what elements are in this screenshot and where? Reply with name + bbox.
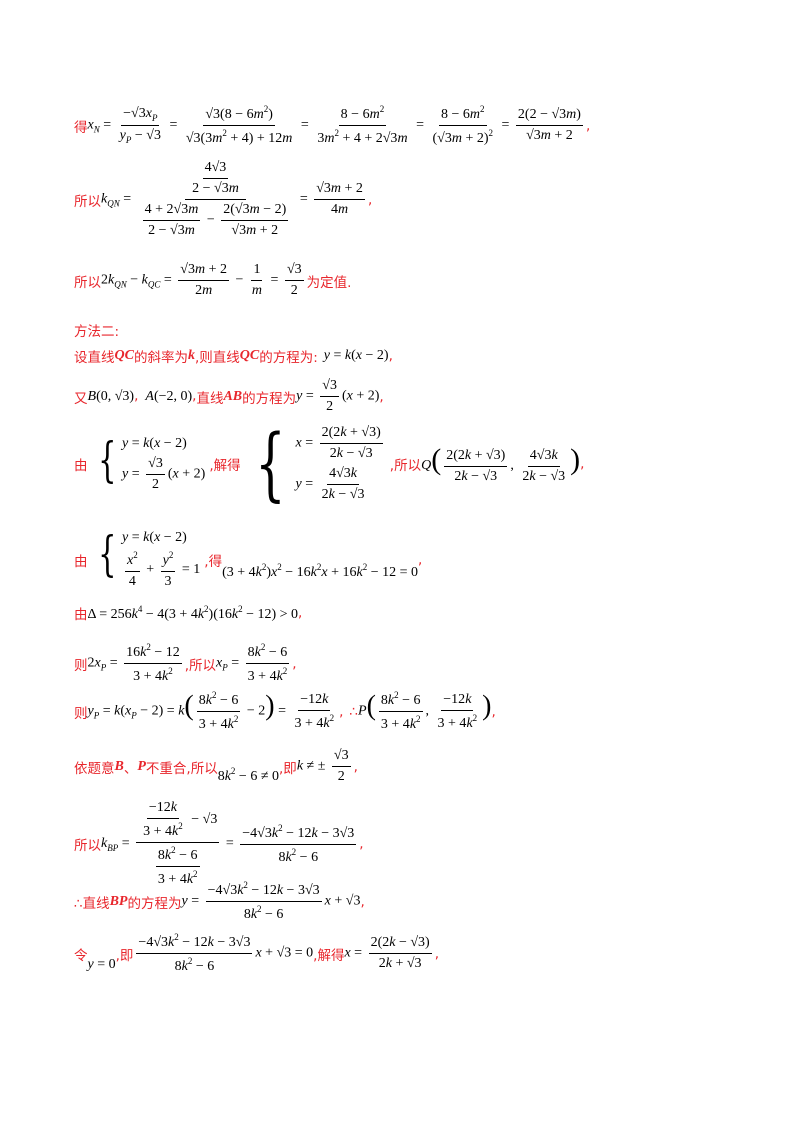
- label-p: P: [137, 758, 146, 774]
- text: ,即: [279, 760, 297, 777]
- text: 的方程为: [127, 895, 182, 912]
- text: ,解得: [209, 458, 241, 474]
- comma: ,: [298, 605, 303, 621]
- comma: ,: [388, 348, 393, 364]
- formula-y0: y = 0: [87, 956, 116, 972]
- text: ,所以: [389, 458, 422, 474]
- label-bp: BP: [109, 893, 128, 909]
- formula-kqn: kQN = 4√3 2 − √3m 4 + 2√3m 2 − √3m − 2(√3m…: [101, 160, 365, 238]
- line-method2: 方法二:: [74, 320, 119, 340]
- comma: ,: [491, 703, 496, 720]
- formula-quad: (3 + 4k2)x2 − 16k2x + 16k2 − 12 = 0: [222, 561, 419, 580]
- formula-neq: 8k2 − 6 ≠ 0: [217, 766, 280, 784]
- comma: ,: [434, 945, 440, 962]
- text: ,所以: [184, 657, 217, 674]
- text-de: 得: [74, 119, 88, 136]
- comma: ,: [418, 552, 423, 568]
- comma: ,: [360, 893, 365, 910]
- formula-xn: xN = −√3xP yP − √3 = √3(8 − 6m2) √3(3m2 + …: [87, 104, 583, 146]
- line-xp: 则 2xP = 16k2 − 12 3 + 4k2 ,所以 xP = 8k2 − …: [74, 642, 297, 685]
- formula-2xp: 2xP = 16k2 − 12 3 + 4k2: [87, 642, 182, 684]
- text: 的方程为:: [259, 350, 318, 366]
- line-condition: 依题意 B 、 P 不重合,所以 8k2 − 6 ≠ 0 ,即 k ≠ ± √3…: [74, 748, 358, 785]
- text: 依题意: [74, 760, 115, 777]
- formula-delta: Δ = 256k4 − 4(3 + 4k2)(16k2 − 12) > 0: [87, 603, 299, 622]
- line-kqn: 所以 kQN = 4√3 2 − √3m 4 + 2√3m 2 − √3m − 2(…: [74, 160, 372, 239]
- text: ,解得: [313, 947, 345, 964]
- text: 又: [74, 390, 88, 407]
- text: 由: [74, 554, 88, 570]
- text: ,得: [204, 554, 223, 570]
- label-k: k: [187, 348, 195, 363]
- text-dingzhi: 为定值.: [306, 274, 352, 291]
- text-method2: 方法二:: [74, 324, 120, 340]
- comma: ,: [585, 117, 591, 134]
- line-ab: 又 B(0, √3), A(−2, 0), 直线 AB 的方程为 y = √3 2…: [74, 378, 384, 415]
- comma: ,: [353, 758, 358, 775]
- text: 、: [123, 760, 138, 777]
- text: 所以: [74, 838, 101, 854]
- text: ,即: [115, 947, 134, 964]
- comma: ,: [292, 655, 297, 672]
- comma: ,: [359, 836, 364, 852]
- text: 设直线: [74, 350, 115, 366]
- text-suoyi: 所以: [74, 193, 101, 210]
- line-ellipse: 由 { y = k(x − 2) x2 4 + y2 3 = 1 ,得 (3 + 4…: [74, 530, 422, 590]
- comma: ,: [580, 456, 585, 472]
- text: 的斜率为: [133, 350, 188, 366]
- line-qc: 设直线 QC 的斜率为 k ,则直线 QC 的方程为: y = k(x − 2)…: [74, 346, 393, 366]
- system-2: { x = 2(2k + √3) 2k − √3 y = 4√3k 2k − √3: [254, 417, 383, 510]
- text: ∴直线: [74, 895, 110, 912]
- text: 则: [74, 657, 88, 674]
- formula-points: B(0, √3), A(−2, 0),: [87, 388, 197, 404]
- system-3: { y = k(x − 2) x2 4 + y2 3 = 1: [97, 526, 201, 589]
- text: 令: [74, 947, 88, 964]
- formula-qc: y = k(x − 2): [323, 348, 389, 363]
- comma: ,: [367, 191, 373, 208]
- text: 则: [74, 705, 88, 722]
- formula-ab: y = √3 2 (x + 2): [296, 378, 380, 414]
- line-solve-q: 由 { y = k(x − 2) y = √3 2 (x + 2) ,解得 { x …: [74, 424, 584, 504]
- text-suoyi: 所以: [74, 274, 101, 291]
- text: ∴: [349, 703, 359, 720]
- label-qc: QC: [114, 348, 134, 363]
- formula-q: Q(2(2k + √3) 2k − √3, 4√3k 2k − √3): [421, 443, 581, 484]
- formula-k-neq: k ≠ ± √3 2: [296, 748, 351, 784]
- text: 的方程为: [242, 390, 297, 407]
- text: 直线: [196, 390, 224, 407]
- comma: ,: [379, 388, 384, 405]
- line-delta: 由 Δ = 256k4 − 4(3 + 4k2)(16k2 − 12) > 0 …: [74, 603, 303, 624]
- label-qc: QC: [239, 348, 260, 363]
- text: ,: [339, 703, 344, 720]
- line-xn: 得 xN = −√3xP yP − √3 = √3(8 − 6m2) √3(3m2 …: [74, 104, 590, 147]
- system-1: { y = k(x − 2) y = √3 2 (x + 2): [97, 431, 206, 492]
- formula-x-sol: x = 2(2k − √3) 2k + √3: [344, 935, 432, 971]
- label-b: B: [114, 758, 124, 774]
- line-bp: ∴直线 BP 的方程为 y = −4√3k2 − 12k − 3√3 8k2 − …: [74, 880, 365, 923]
- label-ab: AB: [223, 388, 243, 404]
- text: 由: [74, 458, 88, 474]
- text: 由: [74, 607, 88, 623]
- text: ,则直线: [194, 350, 240, 366]
- text: 不重合,所以: [145, 760, 218, 777]
